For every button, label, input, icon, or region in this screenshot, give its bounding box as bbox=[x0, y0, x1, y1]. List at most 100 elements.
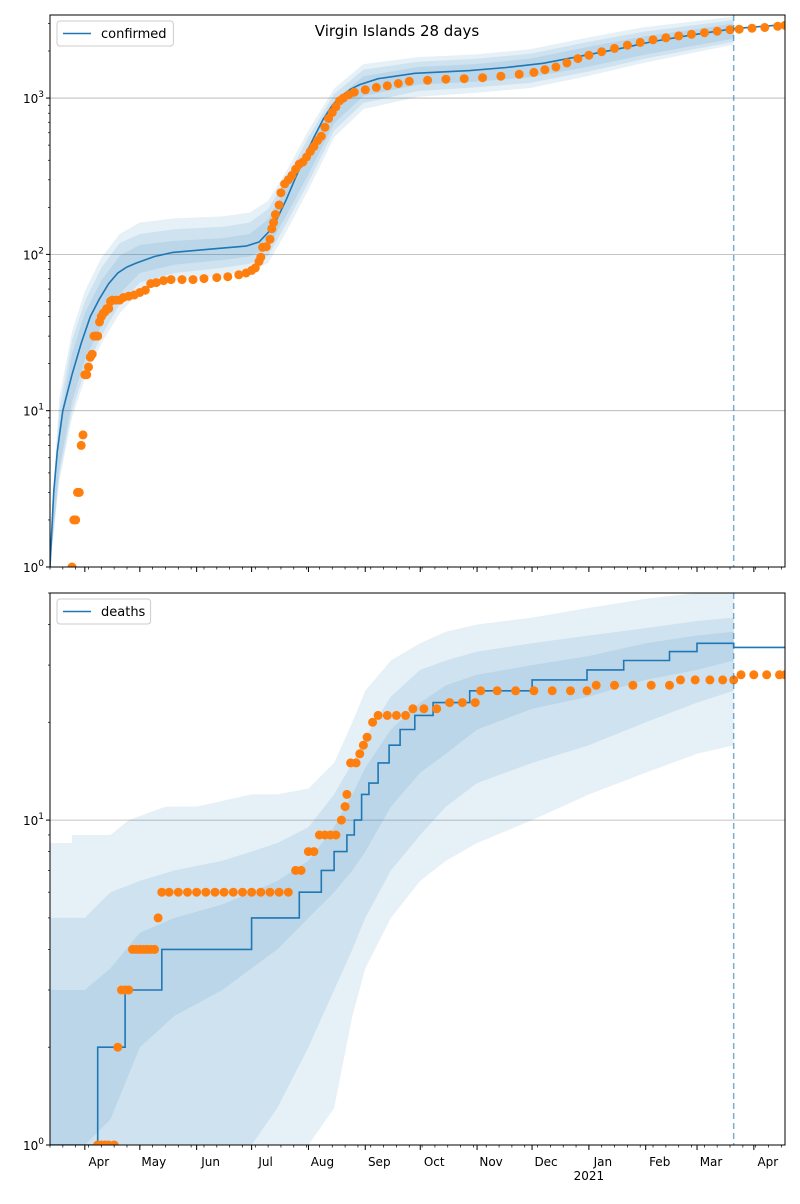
data-point bbox=[699, 28, 709, 38]
legend: confirmed bbox=[56, 20, 174, 47]
y-tick-label: 103 bbox=[23, 90, 44, 106]
data-point bbox=[247, 887, 257, 897]
data-point bbox=[188, 275, 198, 285]
data-point bbox=[646, 680, 656, 690]
data-point bbox=[628, 680, 638, 690]
x-tick-label: Nov bbox=[479, 1155, 502, 1169]
data-point bbox=[177, 275, 187, 285]
data-point bbox=[391, 710, 401, 720]
y-tick-label: 101 bbox=[23, 812, 44, 828]
data-point bbox=[320, 122, 330, 132]
observed-points bbox=[67, 20, 785, 567]
data-point bbox=[74, 487, 84, 497]
data-point bbox=[104, 304, 114, 314]
x-tick-label: Sep bbox=[368, 1155, 391, 1169]
data-point bbox=[153, 913, 163, 923]
data-point bbox=[76, 440, 86, 450]
data-point bbox=[419, 704, 429, 714]
data-point bbox=[336, 815, 346, 825]
data-point bbox=[228, 887, 238, 897]
data-point bbox=[382, 81, 392, 91]
data-point bbox=[687, 29, 696, 39]
data-point bbox=[166, 275, 176, 285]
data-point bbox=[648, 35, 658, 45]
plot-frame bbox=[49, 14, 786, 568]
data-point bbox=[219, 887, 229, 897]
data-point bbox=[78, 430, 88, 440]
data-point bbox=[725, 25, 735, 35]
data-point bbox=[283, 887, 293, 897]
y-tick-exponent: 0 bbox=[38, 1137, 44, 1147]
data-point bbox=[274, 200, 284, 210]
x-tick-label: Jan bbox=[593, 1155, 613, 1169]
data-point bbox=[470, 698, 480, 708]
legend-label: confirmed bbox=[101, 27, 167, 42]
plot-area bbox=[50, 16, 785, 567]
data-point bbox=[540, 65, 550, 75]
data-point bbox=[87, 349, 97, 359]
data-point bbox=[760, 23, 770, 32]
uncertainty-band-inner bbox=[50, 23, 734, 567]
data-point bbox=[342, 789, 352, 799]
data-point bbox=[445, 698, 455, 708]
data-point bbox=[441, 74, 451, 84]
legend-box bbox=[56, 20, 174, 47]
data-point bbox=[747, 23, 757, 33]
data-point bbox=[274, 887, 284, 897]
data-point bbox=[296, 865, 306, 875]
chart-panel-2: 100 101 Apr May Jun Jul Aug Sep Oct Nov Dec Jan2021… bbox=[23, 592, 786, 1183]
data-point bbox=[729, 675, 739, 685]
data-point bbox=[676, 675, 685, 685]
data-point bbox=[404, 76, 414, 86]
data-point bbox=[201, 887, 211, 897]
plot-frame bbox=[49, 592, 786, 1146]
y-tick-exponent: 1 bbox=[38, 403, 44, 413]
data-point bbox=[265, 887, 275, 897]
data-point bbox=[140, 285, 150, 295]
data-point bbox=[635, 37, 645, 47]
data-point bbox=[316, 131, 326, 141]
data-point bbox=[674, 31, 684, 41]
data-point bbox=[457, 698, 467, 708]
y-tick-label: 102 bbox=[23, 246, 44, 262]
data-point bbox=[340, 802, 350, 812]
data-point bbox=[256, 887, 266, 897]
data-point bbox=[597, 47, 607, 57]
data-point bbox=[718, 675, 728, 685]
data-point bbox=[734, 24, 744, 34]
data-point bbox=[212, 273, 222, 283]
y-tick-label: 101 bbox=[23, 403, 44, 419]
y-tick-exponent: 2 bbox=[38, 246, 44, 256]
data-point bbox=[261, 242, 271, 252]
data-point bbox=[210, 887, 220, 897]
observed-points bbox=[93, 670, 785, 1145]
data-point bbox=[591, 680, 601, 690]
data-point bbox=[423, 75, 433, 85]
data-point bbox=[762, 670, 772, 680]
data-point bbox=[610, 680, 619, 690]
x-tick-label: Apr bbox=[757, 1155, 778, 1169]
uncertainty-band-middle bbox=[50, 617, 734, 1145]
figure-title: Virgin Islands 28 days bbox=[315, 22, 480, 40]
data-point bbox=[82, 370, 92, 380]
data-point bbox=[360, 85, 370, 95]
data-point bbox=[71, 515, 81, 525]
data-point bbox=[393, 79, 403, 88]
data-point bbox=[113, 1042, 123, 1052]
data-point bbox=[566, 686, 575, 696]
data-point bbox=[276, 188, 286, 198]
data-point bbox=[151, 278, 161, 288]
data-point bbox=[573, 54, 583, 64]
x-tick-label: Mar bbox=[700, 1155, 723, 1169]
data-point bbox=[780, 20, 785, 30]
data-point bbox=[351, 758, 361, 768]
data-point bbox=[382, 710, 392, 720]
data-point bbox=[736, 670, 746, 680]
data-point bbox=[371, 82, 381, 92]
x-tick-label: Feb bbox=[649, 1155, 670, 1169]
x-tick-label: Oct bbox=[424, 1155, 445, 1169]
data-point bbox=[355, 749, 365, 759]
y-tick-label: 100 bbox=[23, 559, 44, 575]
data-point bbox=[67, 562, 77, 567]
